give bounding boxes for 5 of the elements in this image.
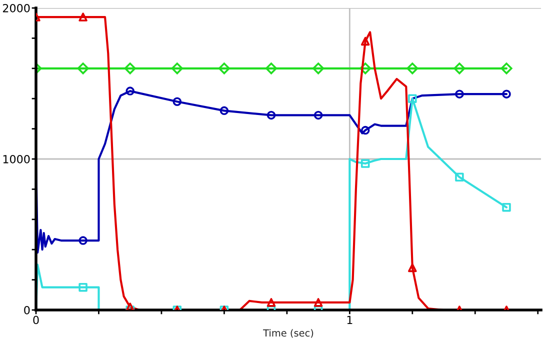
x-axis-title: Time (sec) (263, 329, 314, 338)
x-tick-label: 1 (347, 316, 352, 324)
y-tick-label: 0 (24, 306, 30, 314)
y-tick-label: 1000 (3, 154, 30, 164)
y-tick-label: 2000 (2, 4, 30, 12)
